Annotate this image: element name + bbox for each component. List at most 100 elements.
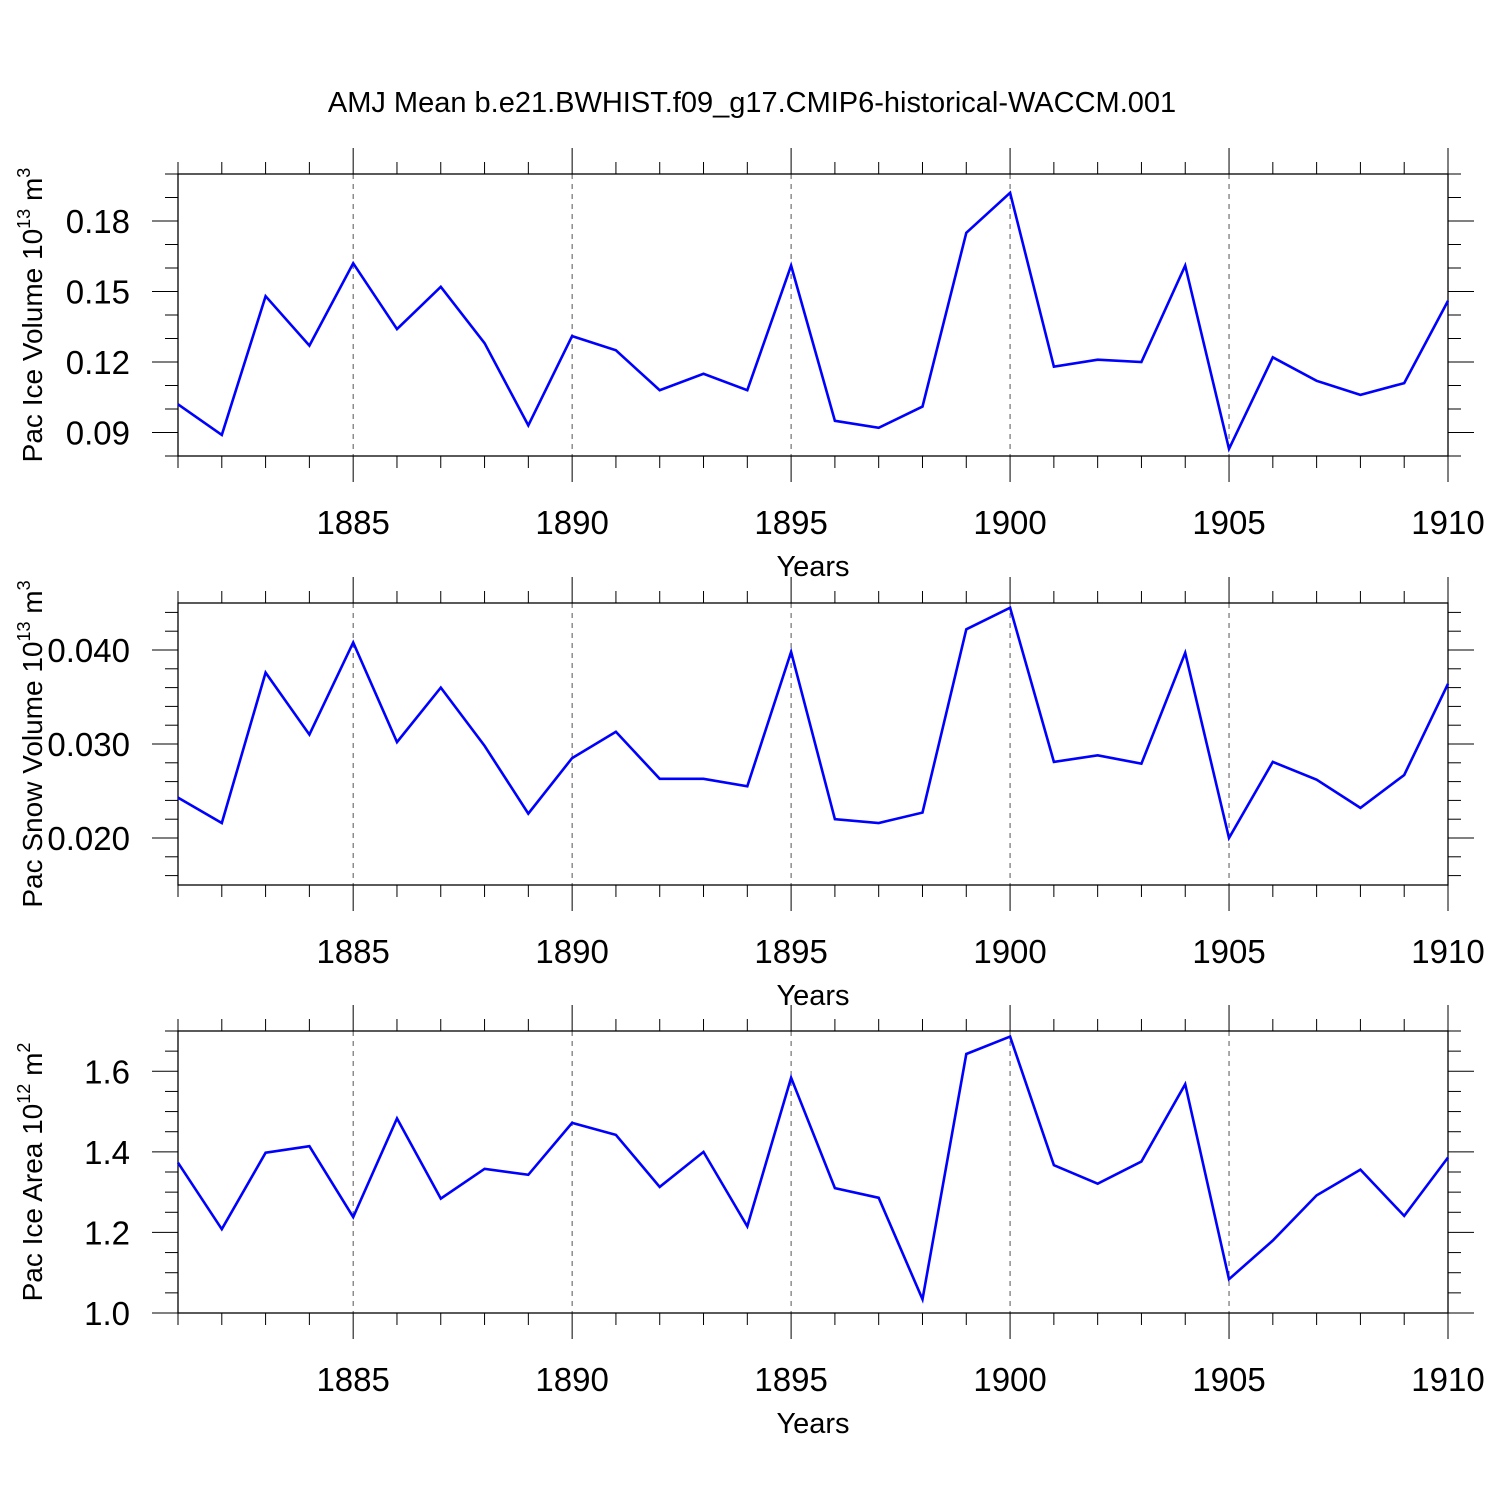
data-point — [1447, 300, 1450, 303]
data-point — [264, 295, 267, 298]
data-point — [527, 1174, 530, 1177]
y-tick-label: 0.15 — [66, 274, 130, 311]
data-point — [1096, 754, 1099, 757]
y-axis-title-text: Pac Snow Volume 10 — [17, 641, 48, 907]
data-point — [571, 757, 574, 760]
data-point — [1184, 264, 1187, 267]
data-point — [352, 262, 355, 265]
y-axis-title-exponent: 13 — [14, 209, 34, 229]
data-point — [746, 785, 749, 788]
data-point — [965, 1053, 968, 1056]
data-point — [615, 730, 618, 733]
chart-panel-3: 1.0 1.2 1.4 1.6 1885 1890 1895 1900 1905 1910 Year… — [14, 1005, 1485, 1440]
data-point — [1359, 807, 1362, 810]
plot-frame — [177, 1030, 1449, 1314]
data-point — [352, 1216, 355, 1219]
data-point — [1053, 1164, 1056, 1167]
data-point — [483, 342, 486, 345]
data-point — [1228, 448, 1231, 451]
data-point — [1009, 192, 1012, 195]
x-tick-label: 1885 — [316, 504, 389, 541]
data-point — [1315, 1194, 1318, 1197]
y-axis-title-unit: m — [17, 178, 48, 209]
data-point — [921, 405, 924, 408]
data-point — [483, 1167, 486, 1170]
data-point — [527, 424, 530, 427]
data-point — [1315, 778, 1318, 781]
x-axis-title: Years — [776, 1408, 849, 1440]
data-point — [308, 733, 311, 736]
y-axis-title: Pac Ice Volume 1013 m3 — [14, 168, 48, 463]
y-tick-label: 1.0 — [84, 1295, 130, 1332]
data-point — [1228, 1278, 1231, 1281]
data-point — [834, 1187, 837, 1190]
data-point — [177, 403, 180, 406]
y-axis-title-unit: m — [17, 1053, 48, 1084]
data-point — [220, 434, 223, 437]
data-point — [702, 777, 705, 780]
data-point — [1272, 1239, 1275, 1242]
y-axis-title-unit-exponent: 3 — [14, 168, 34, 178]
series-line — [177, 190, 1450, 453]
data-point — [834, 818, 837, 821]
data-point — [1184, 1083, 1187, 1086]
data-point — [1096, 1182, 1099, 1185]
x-tick-label: 1885 — [316, 1361, 389, 1398]
y-axis-title-unit-exponent: 2 — [14, 1043, 34, 1053]
x-tick-label: 1900 — [973, 504, 1046, 541]
data-point — [308, 1145, 311, 1148]
data-point — [877, 427, 880, 430]
y-tick-label: 0.040 — [47, 632, 130, 669]
data-point — [1140, 361, 1143, 364]
plot-frame — [177, 173, 1449, 457]
data-point — [615, 349, 618, 352]
x-tick-label: 1895 — [754, 504, 827, 541]
y-tick-label: 1.2 — [84, 1214, 130, 1251]
data-point — [834, 419, 837, 422]
data-point — [1403, 1215, 1406, 1218]
data-point — [965, 231, 968, 234]
plot-frame — [177, 602, 1449, 886]
data-point — [746, 1225, 749, 1228]
series-line — [177, 605, 1450, 842]
x-tick-label: 1900 — [973, 1361, 1046, 1398]
y-axis-title-text: Pac Ice Area 10 — [17, 1104, 48, 1302]
data-point — [177, 1161, 180, 1164]
data-point — [615, 1134, 618, 1137]
y-axis-title-exponent: 12 — [14, 1084, 34, 1104]
data-point — [1403, 382, 1406, 385]
data-point — [1053, 365, 1056, 368]
data-point — [308, 344, 311, 347]
y-tick-label: 0.18 — [66, 203, 130, 240]
data-point — [571, 1122, 574, 1125]
data-point — [965, 628, 968, 631]
data-point — [396, 741, 399, 744]
data-point — [921, 811, 924, 814]
x-tick-label: 1910 — [1411, 933, 1484, 970]
data-point — [1228, 837, 1231, 840]
data-point — [790, 1076, 793, 1079]
data-point — [483, 745, 486, 748]
data-point — [1140, 1160, 1143, 1163]
data-point — [1403, 774, 1406, 777]
chart-title: AMJ Mean b.e21.BWHIST.f09_g17.CMIP6-hist… — [328, 87, 1176, 119]
data-point — [658, 777, 661, 780]
data-point — [702, 1151, 705, 1154]
y-tick-label: 1.4 — [84, 1134, 130, 1171]
x-tick-label: 1890 — [535, 1361, 608, 1398]
data-point — [1359, 1168, 1362, 1171]
data-point — [1315, 380, 1318, 383]
y-tick-label: 1.6 — [84, 1053, 130, 1090]
y-axis-title-unit-exponent: 3 — [14, 580, 34, 590]
x-tick-label: 1905 — [1192, 504, 1265, 541]
data-point — [1359, 394, 1362, 397]
data-point — [1447, 1156, 1450, 1159]
data-point — [396, 328, 399, 331]
y-tick-label: 0.09 — [66, 415, 130, 452]
y-axis-title-exponent: 13 — [14, 621, 34, 641]
y-axis-title-text: Pac Ice Volume 10 — [17, 229, 48, 462]
data-point — [1009, 606, 1012, 609]
series-line — [176, 1034, 1450, 1304]
data-point — [439, 1197, 442, 1200]
